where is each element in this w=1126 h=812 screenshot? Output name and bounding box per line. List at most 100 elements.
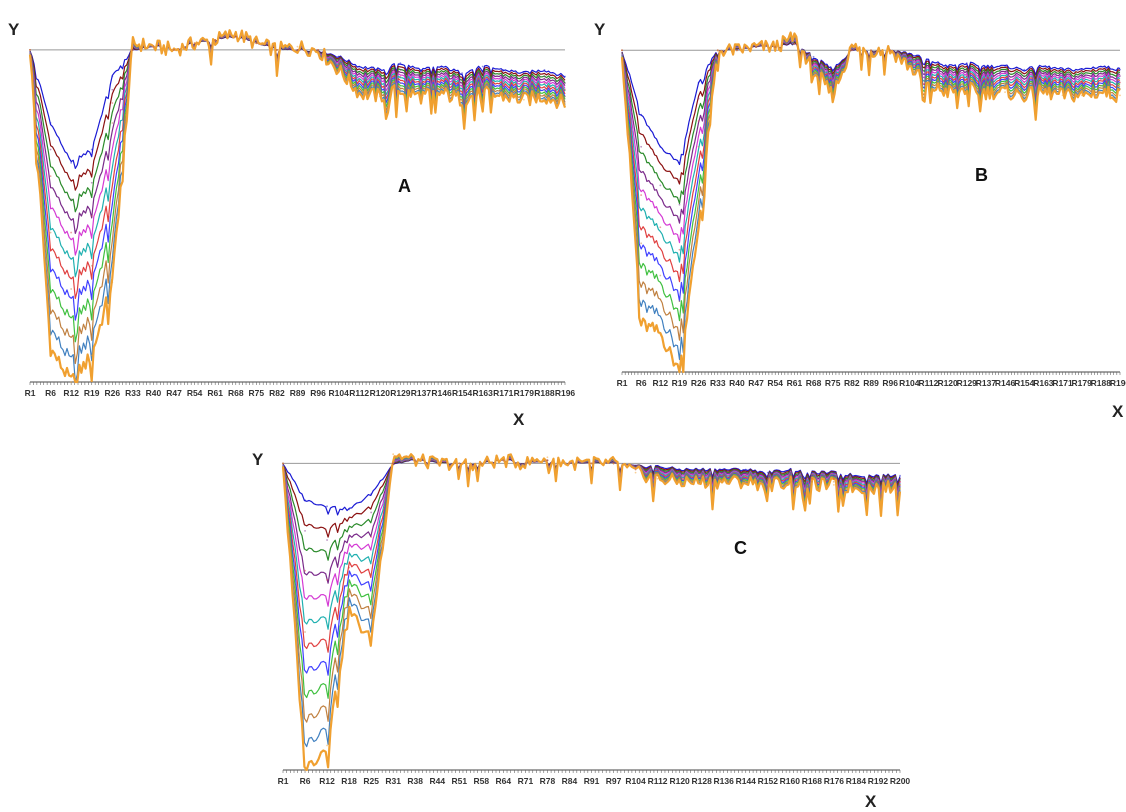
data-point xyxy=(317,49,319,51)
x-tick-label: R152 xyxy=(758,776,779,786)
data-point xyxy=(461,72,464,75)
x-tick-label: R104 xyxy=(625,776,646,786)
data-point xyxy=(736,49,738,52)
data-point xyxy=(1080,94,1083,97)
data-point xyxy=(590,462,593,465)
data-point xyxy=(850,49,853,52)
x-tick-label: R163 xyxy=(473,388,494,398)
x-tick-label: R120 xyxy=(937,378,958,388)
data-point xyxy=(855,480,857,483)
x-tick-label: R1 xyxy=(25,388,36,398)
data-point xyxy=(634,465,637,468)
data-point xyxy=(640,194,643,196)
x-tick-label: R12 xyxy=(63,388,79,398)
data-point xyxy=(656,471,659,474)
data-point xyxy=(965,88,968,90)
data-point xyxy=(855,474,857,477)
data-point xyxy=(337,68,340,71)
data-point xyxy=(49,148,52,151)
data-point xyxy=(831,81,834,84)
data-point xyxy=(461,92,464,94)
data-point xyxy=(90,181,93,184)
chart-b-ylabel: Y xyxy=(594,20,606,39)
data-point xyxy=(656,465,659,468)
data-point xyxy=(1004,91,1006,94)
data-point xyxy=(722,474,725,477)
data-point xyxy=(337,55,340,58)
data-point xyxy=(370,511,373,514)
data-point xyxy=(1004,84,1006,87)
data-point xyxy=(788,477,791,480)
data-point xyxy=(946,71,949,74)
x-tick-label: R54 xyxy=(187,388,203,398)
data-point xyxy=(700,480,703,483)
x-tick-label: R146 xyxy=(431,388,452,398)
data-point xyxy=(1023,81,1026,84)
data-point xyxy=(659,145,662,148)
chart-b-panel-label: B xyxy=(975,165,988,185)
data-point xyxy=(481,72,484,75)
data-point xyxy=(927,78,930,81)
data-point xyxy=(1099,65,1102,68)
data-point xyxy=(899,483,901,486)
data-point xyxy=(370,536,373,538)
data-point xyxy=(1004,65,1006,68)
data-point xyxy=(985,78,987,81)
data-point xyxy=(678,471,681,474)
x-tick-label: R6 xyxy=(45,388,56,398)
data-point xyxy=(831,75,834,77)
x-tick-label: R68 xyxy=(228,388,244,398)
data-point xyxy=(656,474,659,477)
data-point xyxy=(877,480,879,483)
data-point xyxy=(378,75,381,78)
x-tick-label: R61 xyxy=(207,388,223,398)
data-point xyxy=(296,45,299,48)
x-tick-label: R44 xyxy=(429,776,445,786)
data-point xyxy=(234,32,237,35)
data-point xyxy=(358,78,361,81)
data-point xyxy=(1119,81,1121,84)
data-point xyxy=(399,88,402,91)
data-point xyxy=(111,102,114,104)
data-point xyxy=(1061,81,1064,84)
data-point xyxy=(522,98,525,101)
data-point xyxy=(1119,75,1121,77)
x-tick-label: R12 xyxy=(319,776,335,786)
x-tick-label: R78 xyxy=(540,776,556,786)
data-point xyxy=(90,215,93,217)
x-tick-label: R144 xyxy=(736,776,757,786)
data-point xyxy=(461,98,464,101)
data-point xyxy=(399,68,402,71)
data-point xyxy=(700,474,703,477)
data-point xyxy=(522,78,525,81)
data-point xyxy=(678,468,681,471)
data-point xyxy=(640,145,643,148)
data-point xyxy=(621,49,623,52)
data-point xyxy=(111,75,114,78)
data-point xyxy=(358,85,361,88)
x-tick-label: R200 xyxy=(890,776,911,786)
x-tick-label: R64 xyxy=(496,776,512,786)
data-point xyxy=(1061,75,1064,77)
data-point xyxy=(458,462,461,465)
series-line xyxy=(281,453,902,772)
data-point xyxy=(70,288,73,290)
data-point xyxy=(543,95,546,98)
chart-a-svg: R1 R6 R12 R19 R26 R33 R40 R47 R54 R61 R68 R75 R82 R89… xyxy=(25,29,575,398)
data-point xyxy=(908,65,911,68)
data-point xyxy=(877,483,879,486)
data-point xyxy=(1023,68,1026,71)
data-point xyxy=(214,39,217,41)
x-tick-label: R136 xyxy=(714,776,735,786)
data-point xyxy=(722,471,725,474)
x-tick-label: R25 xyxy=(363,776,379,786)
data-point xyxy=(877,474,879,477)
x-tick-label: R71 xyxy=(518,776,534,786)
data-point xyxy=(370,493,373,495)
data-point xyxy=(49,231,52,234)
data-point xyxy=(543,75,546,78)
data-point xyxy=(697,97,700,100)
data-point xyxy=(1042,65,1045,68)
x-tick-label: R120 xyxy=(669,776,690,786)
data-point xyxy=(832,477,835,480)
